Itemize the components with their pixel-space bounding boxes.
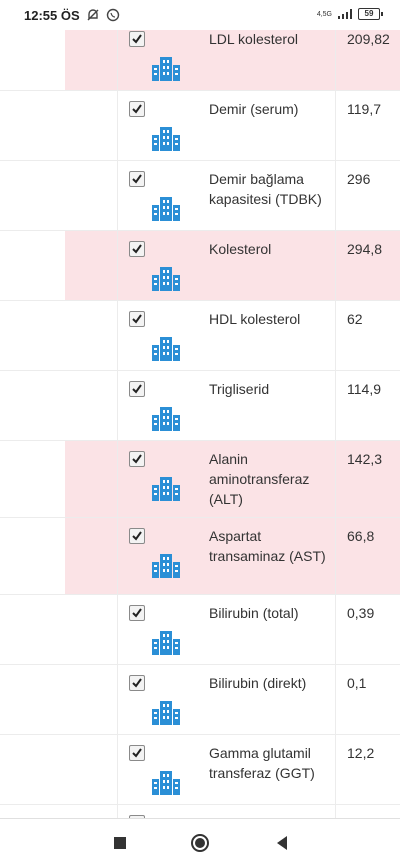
row-checkbox[interactable] [129, 311, 145, 327]
whatsapp-icon [106, 8, 120, 22]
notifications-off-icon [87, 9, 99, 21]
row-checkbox[interactable] [129, 528, 145, 544]
test-name: Trigliserid [209, 381, 270, 397]
hospital-building-icon [152, 769, 180, 795]
hospital-building-icon [152, 195, 180, 221]
row-checkbox[interactable] [129, 675, 145, 691]
test-name: LDL kolesterol [209, 31, 298, 47]
test-value: 209,82 [347, 31, 390, 47]
hospital-building-icon [152, 125, 180, 151]
check-icon [132, 748, 142, 758]
table-row: Demir (serum) 119,7 [0, 90, 400, 161]
test-value: 296 [347, 171, 371, 187]
hospital-building-icon [152, 55, 180, 81]
row-checkbox[interactable] [129, 171, 145, 187]
table-row: Kolesterol 294,8 [0, 230, 400, 301]
hospital-building-icon [152, 552, 180, 578]
test-value: 0,1 [347, 675, 367, 691]
hospital-building-icon [152, 475, 180, 501]
table-row: Laktat 168 [0, 804, 400, 818]
test-value: 294,8 [347, 241, 383, 257]
test-value: 0,39 [347, 605, 375, 621]
check-icon [132, 314, 142, 324]
test-name: Bilirubin (direkt) [209, 675, 307, 691]
test-name: HDL kolesterol [209, 311, 301, 327]
test-name: Kolesterol [209, 241, 272, 257]
test-value: 142,3 [347, 451, 383, 467]
table-row: Trigliserid 114,9 [0, 370, 400, 441]
test-name: Laktat [209, 813, 329, 818]
check-icon [132, 531, 142, 541]
hospital-building-icon [152, 699, 180, 725]
row-checkbox[interactable] [129, 815, 145, 818]
table-row: Bilirubin (direkt) 0,1 [0, 664, 400, 735]
test-name: Bilirubin (total) [209, 605, 299, 621]
test-value: 62 [347, 311, 363, 327]
status-left-icons [86, 8, 120, 22]
check-icon [132, 34, 142, 44]
table-row: LDL kolesterol 209,82 [0, 30, 400, 91]
hospital-building-icon [152, 335, 180, 361]
test-name: Gamma glutamil transferaz (GGT) [209, 745, 315, 781]
table-row: Alanin aminotransferaz (ALT) 142,3 [0, 440, 400, 518]
test-value: 114,9 [347, 381, 381, 397]
row-checkbox[interactable] [129, 451, 145, 467]
table-row: Gamma glutamil transferaz (GGT) 12,2 [0, 734, 400, 805]
battery-icon: 59 [358, 8, 383, 20]
status-bar: 12:55 ÖS 4,5G 59 [0, 0, 400, 30]
check-icon [132, 678, 142, 688]
hospital-building-icon [152, 265, 180, 291]
row-checkbox[interactable] [129, 241, 145, 257]
row-checkbox[interactable] [129, 381, 145, 397]
hospital-building-icon [152, 629, 180, 655]
test-name: Alanin aminotransferaz (ALT) [209, 451, 310, 507]
android-nav-bar [0, 818, 400, 867]
recent-apps-button[interactable] [110, 833, 130, 853]
network-label: 4,5G [316, 10, 332, 18]
hospital-building-icon [152, 405, 180, 431]
check-icon [132, 384, 142, 394]
table-row: Demir bağlama kapasitesi (TDBK) 296 [0, 160, 400, 231]
check-icon [132, 104, 142, 114]
check-icon [132, 454, 142, 464]
test-name: Demir (serum) [209, 101, 299, 117]
status-time: 12:55 ÖS [24, 8, 80, 23]
row-checkbox[interactable] [129, 31, 145, 47]
table-row: Bilirubin (total) 0,39 [0, 594, 400, 665]
test-name: Aspartat transaminaz (AST) [209, 528, 326, 564]
signal-icon [338, 9, 352, 19]
test-name: Demir bağlama kapasitesi (TDBK) [209, 171, 322, 207]
row-checkbox[interactable] [129, 101, 145, 117]
test-value: 119,7 [347, 101, 381, 117]
home-button[interactable] [190, 833, 210, 853]
status-right-icons: 4,5G 59 [316, 8, 383, 20]
table-row: HDL kolesterol 62 [0, 300, 400, 371]
check-icon [132, 608, 142, 618]
row-checkbox[interactable] [129, 745, 145, 761]
test-value: 66,8 [347, 528, 375, 544]
back-button[interactable] [272, 833, 292, 853]
check-icon [132, 174, 142, 184]
test-value: 168 [347, 815, 370, 818]
results-table: LDL kolesterol 209,82 Demir (serum) 119,7 De… [0, 30, 400, 818]
check-icon [132, 244, 142, 254]
row-checkbox[interactable] [129, 605, 145, 621]
test-value: 12,2 [347, 745, 375, 761]
table-row: Aspartat transaminaz (AST) 66,8 [0, 517, 400, 595]
